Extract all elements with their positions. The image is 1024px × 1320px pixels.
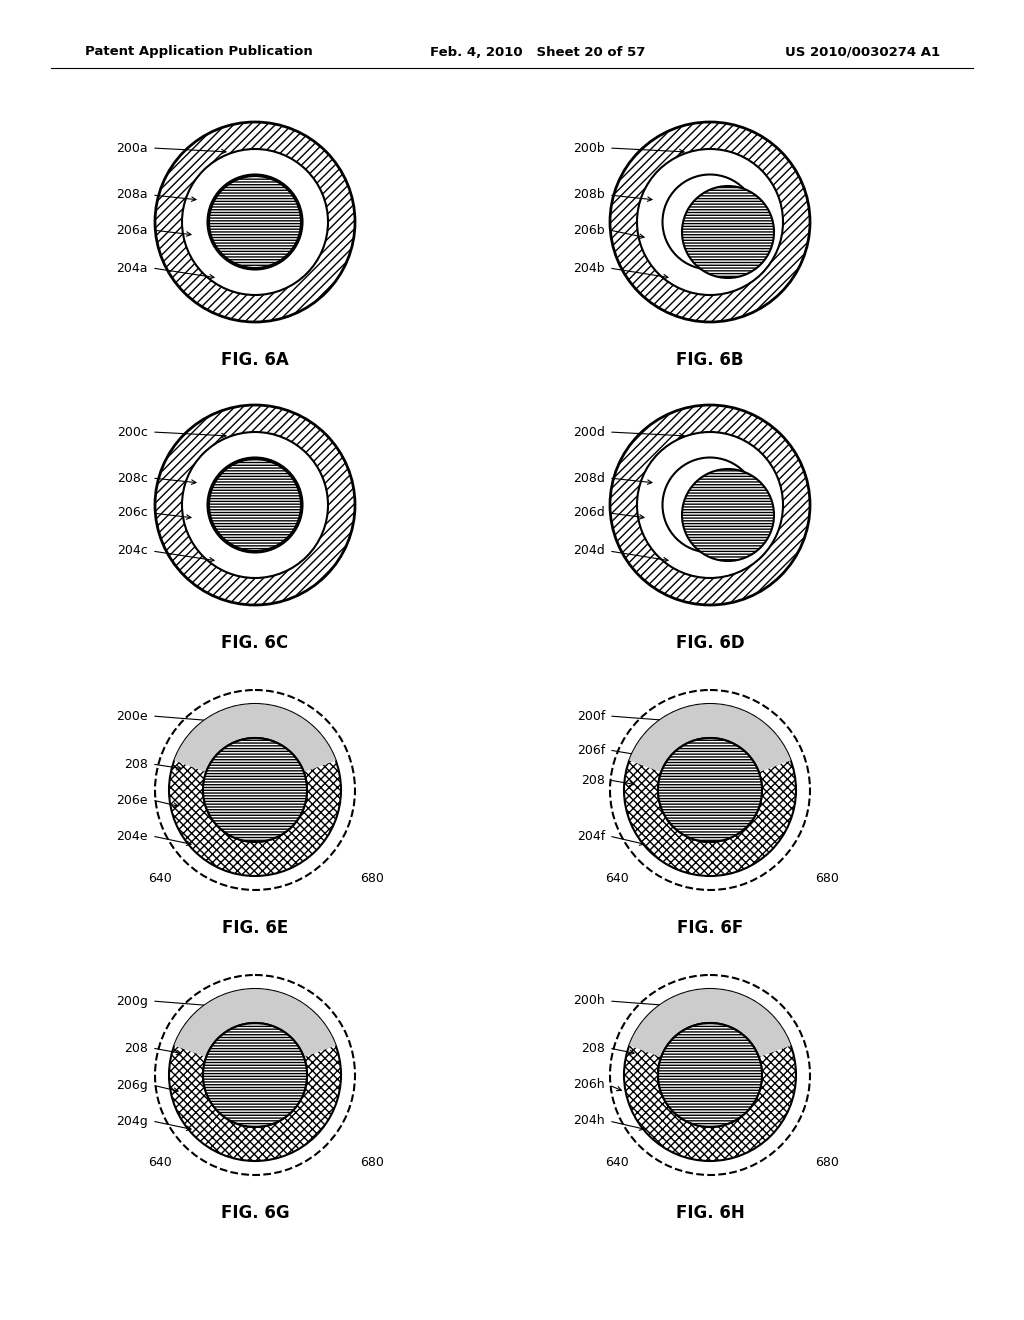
Text: 204d: 204d bbox=[573, 544, 605, 557]
Circle shape bbox=[203, 1023, 307, 1127]
Text: 200e: 200e bbox=[117, 710, 148, 722]
Circle shape bbox=[658, 738, 762, 842]
Circle shape bbox=[182, 432, 328, 578]
Text: 204h: 204h bbox=[573, 1114, 605, 1127]
Text: FIG. 6A: FIG. 6A bbox=[221, 351, 289, 370]
Circle shape bbox=[155, 121, 355, 322]
Text: FIG. 6G: FIG. 6G bbox=[221, 1204, 290, 1222]
Text: 680: 680 bbox=[815, 1156, 839, 1170]
Circle shape bbox=[637, 432, 783, 578]
Text: 200d: 200d bbox=[573, 425, 605, 438]
Circle shape bbox=[169, 704, 341, 876]
Circle shape bbox=[155, 405, 355, 605]
Text: 200b: 200b bbox=[573, 141, 605, 154]
Wedge shape bbox=[629, 704, 791, 789]
Text: 680: 680 bbox=[815, 871, 839, 884]
Circle shape bbox=[624, 989, 796, 1162]
Text: FIG. 6B: FIG. 6B bbox=[676, 351, 743, 370]
Text: 204b: 204b bbox=[573, 261, 605, 275]
Text: 208a: 208a bbox=[117, 189, 148, 202]
Text: 206f: 206f bbox=[577, 743, 605, 756]
Circle shape bbox=[663, 458, 758, 553]
Wedge shape bbox=[174, 704, 336, 789]
Text: 200c: 200c bbox=[117, 425, 148, 438]
Text: Patent Application Publication: Patent Application Publication bbox=[85, 45, 312, 58]
Circle shape bbox=[658, 738, 762, 842]
Circle shape bbox=[203, 738, 307, 842]
Text: FIG. 6F: FIG. 6F bbox=[677, 919, 743, 937]
Text: 640: 640 bbox=[605, 871, 629, 884]
Text: 204c: 204c bbox=[118, 544, 148, 557]
Text: Feb. 4, 2010   Sheet 20 of 57: Feb. 4, 2010 Sheet 20 of 57 bbox=[430, 45, 645, 58]
Text: 200h: 200h bbox=[573, 994, 605, 1007]
Text: 200a: 200a bbox=[117, 141, 148, 154]
Circle shape bbox=[663, 174, 758, 269]
Text: 206a: 206a bbox=[117, 223, 148, 236]
Text: 208: 208 bbox=[582, 1041, 605, 1055]
Text: 200g: 200g bbox=[116, 994, 148, 1007]
Circle shape bbox=[208, 458, 302, 553]
Circle shape bbox=[209, 176, 301, 268]
Text: 640: 640 bbox=[605, 1156, 629, 1170]
Text: 206d: 206d bbox=[573, 507, 605, 520]
Circle shape bbox=[169, 989, 341, 1162]
Text: 200f: 200f bbox=[577, 710, 605, 722]
Text: 680: 680 bbox=[360, 1156, 384, 1170]
Circle shape bbox=[203, 1023, 307, 1127]
Text: 204e: 204e bbox=[117, 829, 148, 842]
Text: 208d: 208d bbox=[573, 471, 605, 484]
Circle shape bbox=[658, 1023, 762, 1127]
Text: FIG. 6H: FIG. 6H bbox=[676, 1204, 744, 1222]
Circle shape bbox=[182, 149, 328, 294]
Text: FIG. 6C: FIG. 6C bbox=[221, 634, 289, 652]
Text: 206b: 206b bbox=[573, 223, 605, 236]
Text: 640: 640 bbox=[148, 1156, 172, 1170]
Text: 204a: 204a bbox=[117, 261, 148, 275]
Text: 204g: 204g bbox=[117, 1114, 148, 1127]
Text: 208: 208 bbox=[124, 1041, 148, 1055]
Text: 206c: 206c bbox=[118, 507, 148, 520]
Circle shape bbox=[203, 738, 307, 842]
Circle shape bbox=[610, 405, 810, 605]
Text: 206g: 206g bbox=[117, 1078, 148, 1092]
Circle shape bbox=[610, 121, 810, 322]
Text: 208: 208 bbox=[582, 774, 605, 787]
Circle shape bbox=[209, 459, 301, 550]
Text: 206e: 206e bbox=[117, 793, 148, 807]
Text: 206h: 206h bbox=[573, 1078, 605, 1092]
Text: 680: 680 bbox=[360, 871, 384, 884]
Text: FIG. 6D: FIG. 6D bbox=[676, 634, 744, 652]
Circle shape bbox=[208, 174, 302, 269]
Wedge shape bbox=[174, 989, 336, 1074]
Wedge shape bbox=[629, 989, 791, 1074]
Text: FIG. 6E: FIG. 6E bbox=[222, 919, 288, 937]
Circle shape bbox=[658, 1023, 762, 1127]
Text: 208c: 208c bbox=[117, 471, 148, 484]
Circle shape bbox=[624, 704, 796, 876]
Text: US 2010/0030274 A1: US 2010/0030274 A1 bbox=[784, 45, 940, 58]
Text: 208: 208 bbox=[124, 758, 148, 771]
Text: 208b: 208b bbox=[573, 189, 605, 202]
Text: 204f: 204f bbox=[577, 829, 605, 842]
Circle shape bbox=[682, 469, 774, 561]
Circle shape bbox=[637, 149, 783, 294]
Circle shape bbox=[682, 186, 774, 279]
Text: 640: 640 bbox=[148, 871, 172, 884]
